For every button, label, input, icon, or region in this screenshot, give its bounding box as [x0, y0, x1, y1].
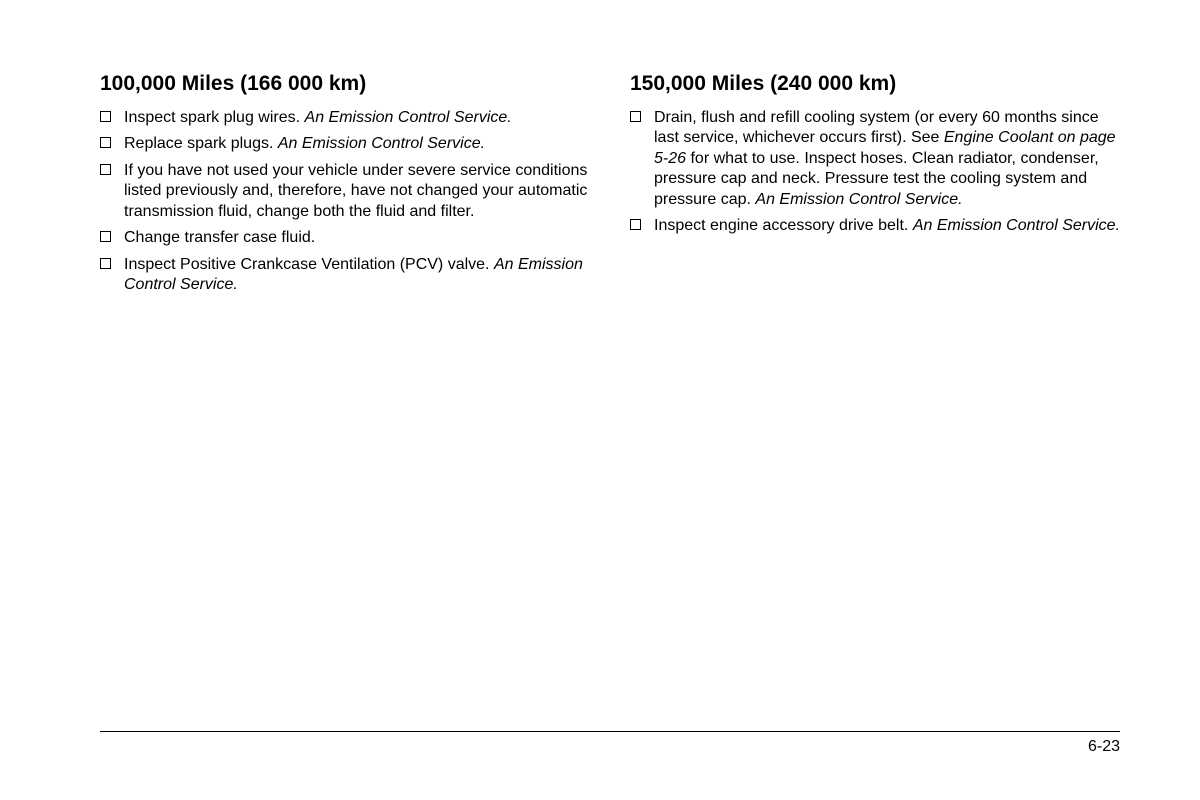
item-text: Change transfer case fluid.: [124, 229, 315, 246]
checkbox-icon: [100, 164, 111, 175]
item-text: Inspect Positive Crankcase Ventilation (…: [124, 256, 494, 273]
list-item: Inspect engine accessory drive belt. An …: [630, 216, 1120, 236]
item-suffix: An Emission Control Service.: [278, 135, 485, 152]
left-column: 100,000 Miles (166 000 km) Inspect spark…: [100, 72, 590, 302]
right-column: 150,000 Miles (240 000 km) Drain, flush …: [630, 72, 1120, 302]
list-item: Drain, flush and refill cooling system (…: [630, 108, 1120, 210]
item-suffix: An Emission Control Service.: [755, 191, 962, 208]
checkbox-icon: [630, 219, 641, 230]
item-suffix: An Emission Control Service.: [913, 217, 1120, 234]
content-columns: 100,000 Miles (166 000 km) Inspect spark…: [100, 72, 1120, 302]
item-text: If you have not used your vehicle under …: [124, 162, 587, 220]
right-heading: 150,000 Miles (240 000 km): [630, 72, 1120, 96]
list-item: Inspect Positive Crankcase Ventilation (…: [100, 255, 590, 296]
left-heading: 100,000 Miles (166 000 km): [100, 72, 590, 96]
checkbox-icon: [100, 231, 111, 242]
left-checklist: Inspect spark plug wires. An Emission Co…: [100, 108, 590, 296]
item-suffix: An Emission Control Service.: [305, 109, 512, 126]
item-text: Inspect spark plug wires.: [124, 109, 305, 126]
checkbox-icon: [100, 137, 111, 148]
list-item: Inspect spark plug wires. An Emission Co…: [100, 108, 590, 128]
page-number: 6-23: [100, 738, 1120, 756]
list-item: Replace spark plugs. An Emission Control…: [100, 134, 590, 154]
checkbox-icon: [100, 258, 111, 269]
list-item: If you have not used your vehicle under …: [100, 161, 590, 222]
item-text: Replace spark plugs.: [124, 135, 278, 152]
item-text: Inspect engine accessory drive belt.: [654, 217, 913, 234]
checkbox-icon: [630, 111, 641, 122]
list-item: Change transfer case fluid.: [100, 228, 590, 248]
checkbox-icon: [100, 111, 111, 122]
right-checklist: Drain, flush and refill cooling system (…: [630, 108, 1120, 237]
footer-rule: [100, 731, 1120, 732]
page-footer: 6-23: [100, 731, 1120, 756]
